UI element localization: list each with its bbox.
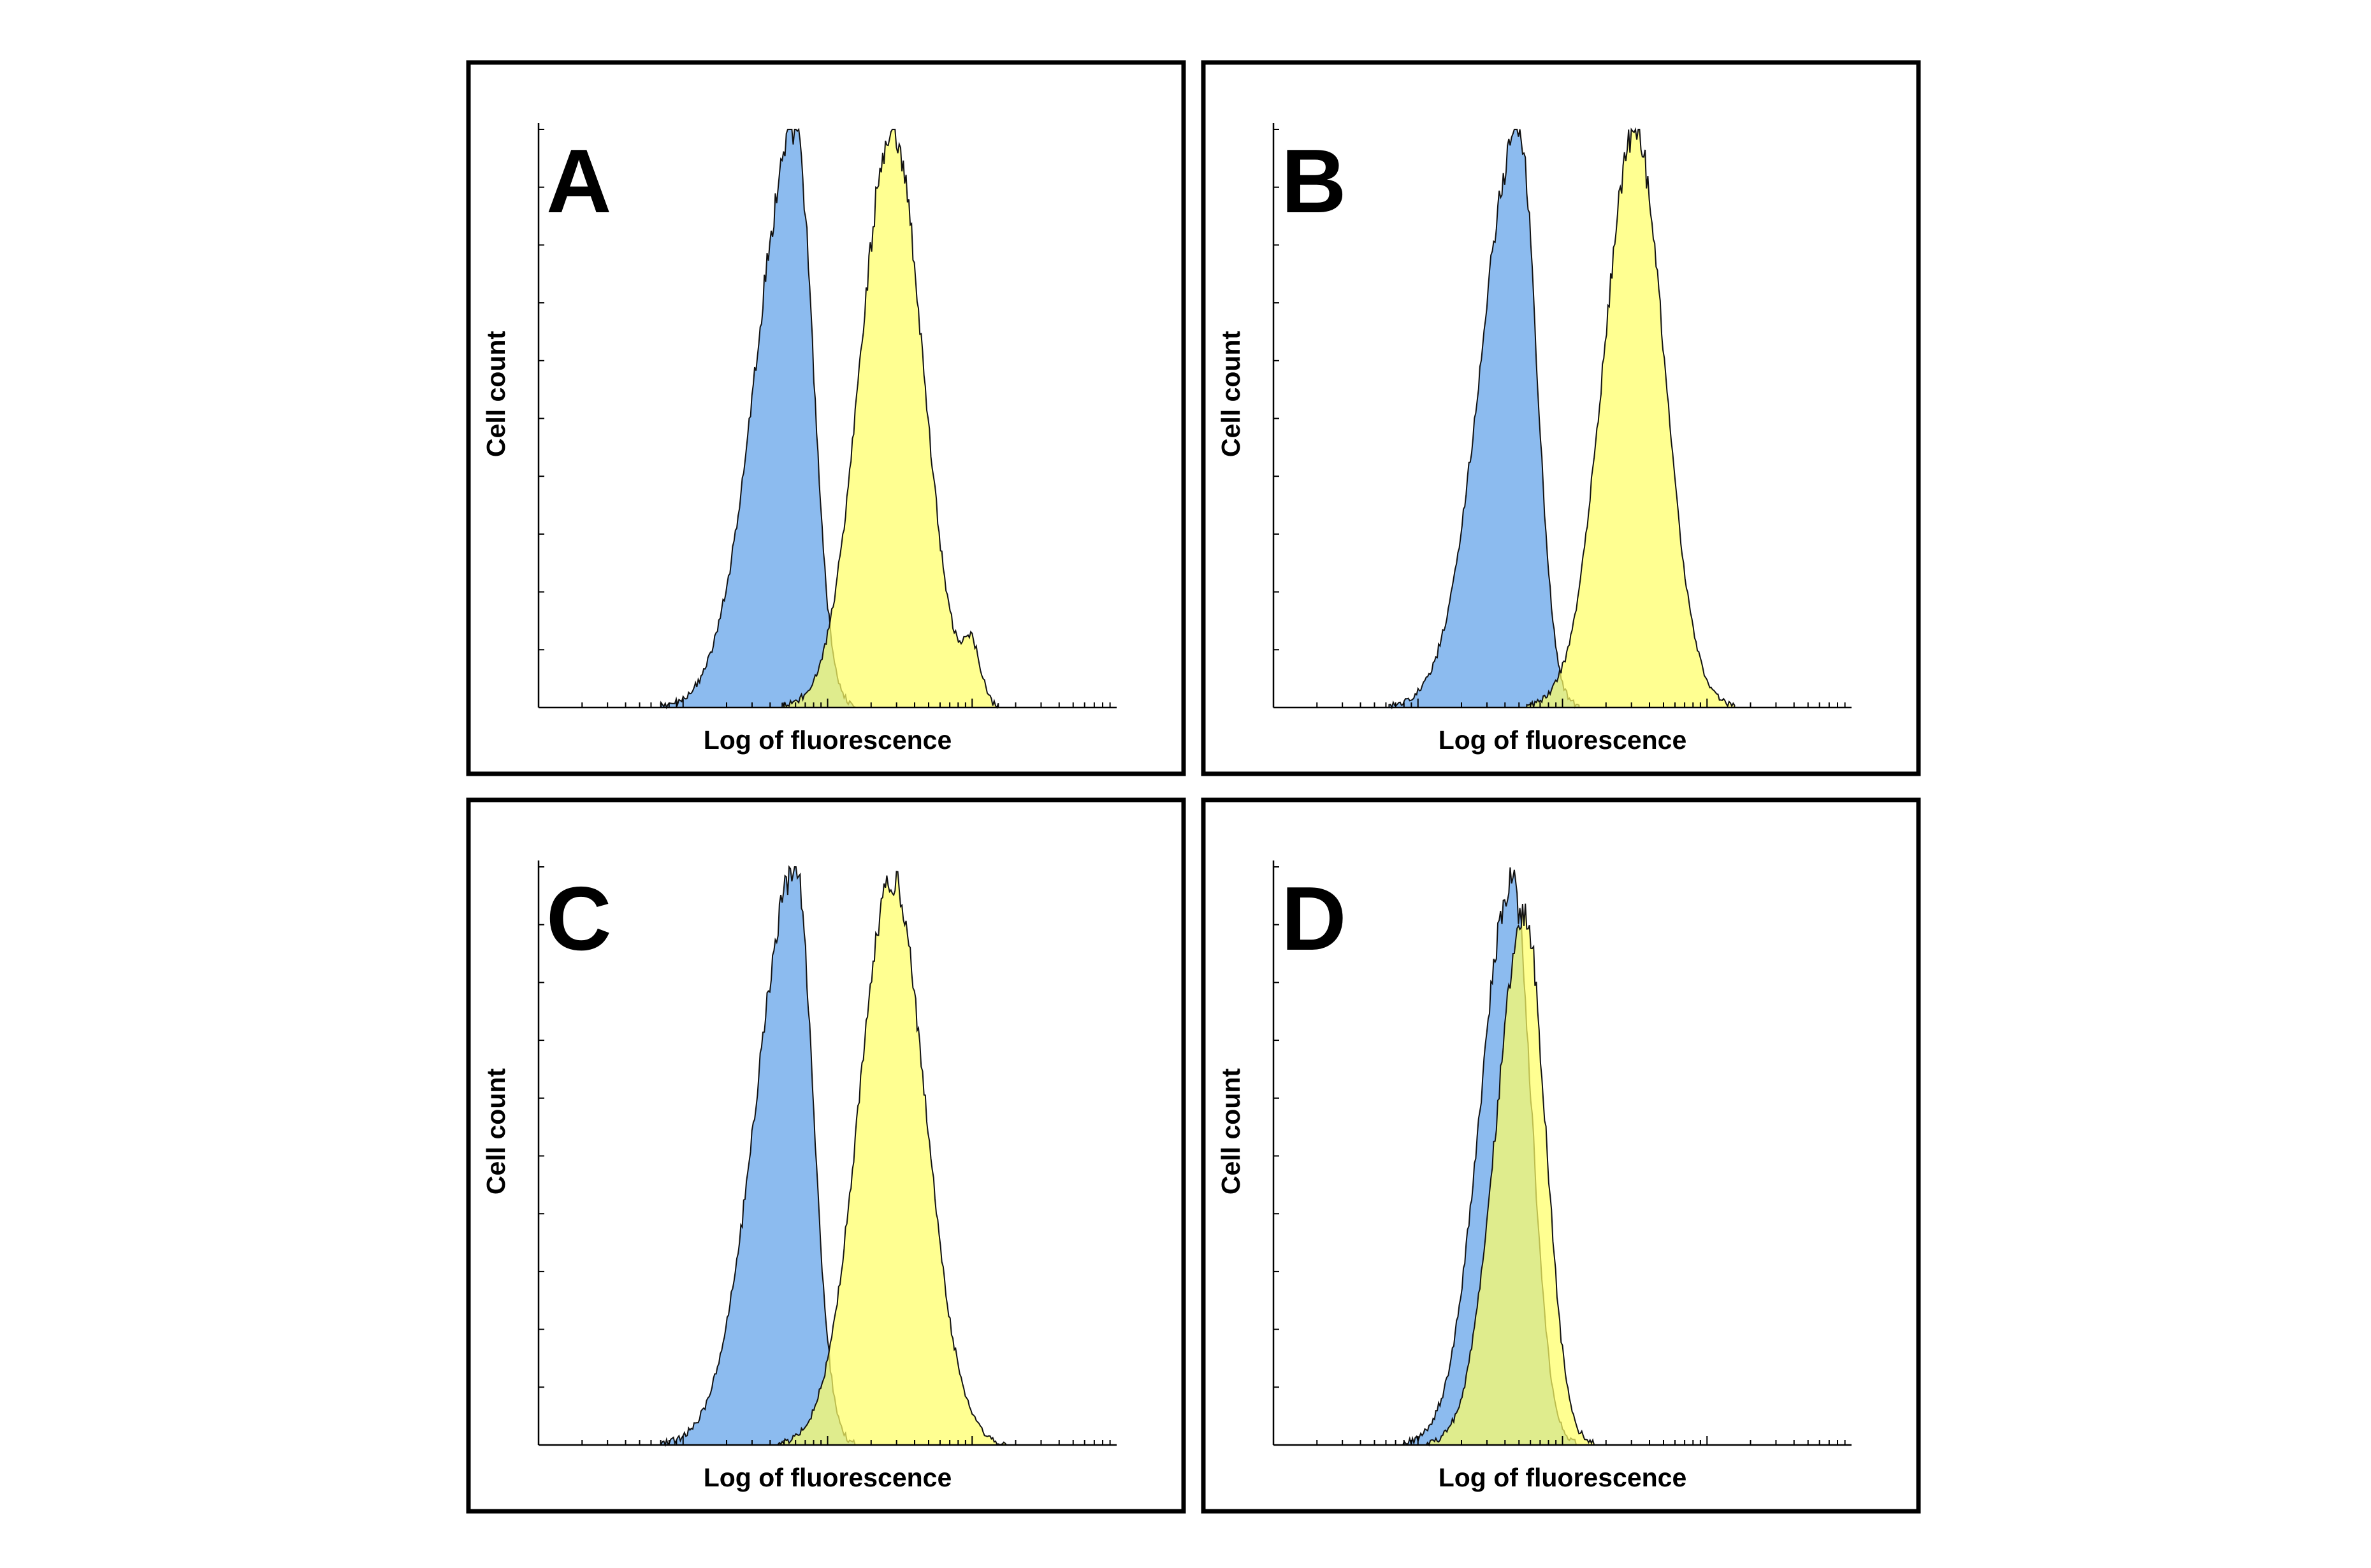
histogram-yellow <box>781 129 999 709</box>
panel-letter: A <box>546 131 612 232</box>
panel-letter: B <box>1281 131 1347 232</box>
panel-letter: D <box>1281 868 1347 969</box>
panel-c: C Log of fluorescence Cell count <box>466 797 1186 1514</box>
histogram-yellow <box>777 871 1008 1446</box>
histogram-yellow <box>1526 127 1736 708</box>
x-axis-label: Log of fluorescence <box>1439 725 1687 755</box>
histogram-yellow <box>1425 903 1595 1447</box>
y-axis-label: Cell count <box>481 1068 511 1195</box>
panel-a: A Log of fluorescence Cell count <box>466 60 1186 776</box>
panel-d: D Log of fluorescence Cell count <box>1201 797 1921 1514</box>
y-axis-label: Cell count <box>481 331 511 458</box>
panel-b: B Log of fluorescence Cell count <box>1201 60 1921 776</box>
histogram-blue <box>660 127 856 709</box>
x-axis-label: Log of fluorescence <box>1439 1463 1687 1492</box>
y-axis-label: Cell count <box>1216 331 1245 458</box>
histogram-blue <box>660 865 857 1448</box>
y-axis-label: Cell count <box>1216 1068 1245 1195</box>
x-axis-label: Log of fluorescence <box>704 1463 952 1492</box>
panel-frame <box>1201 60 1921 776</box>
panel-letter: C <box>546 868 612 969</box>
histogram-blue <box>1388 129 1580 710</box>
x-axis-label: Log of fluorescence <box>704 725 952 755</box>
